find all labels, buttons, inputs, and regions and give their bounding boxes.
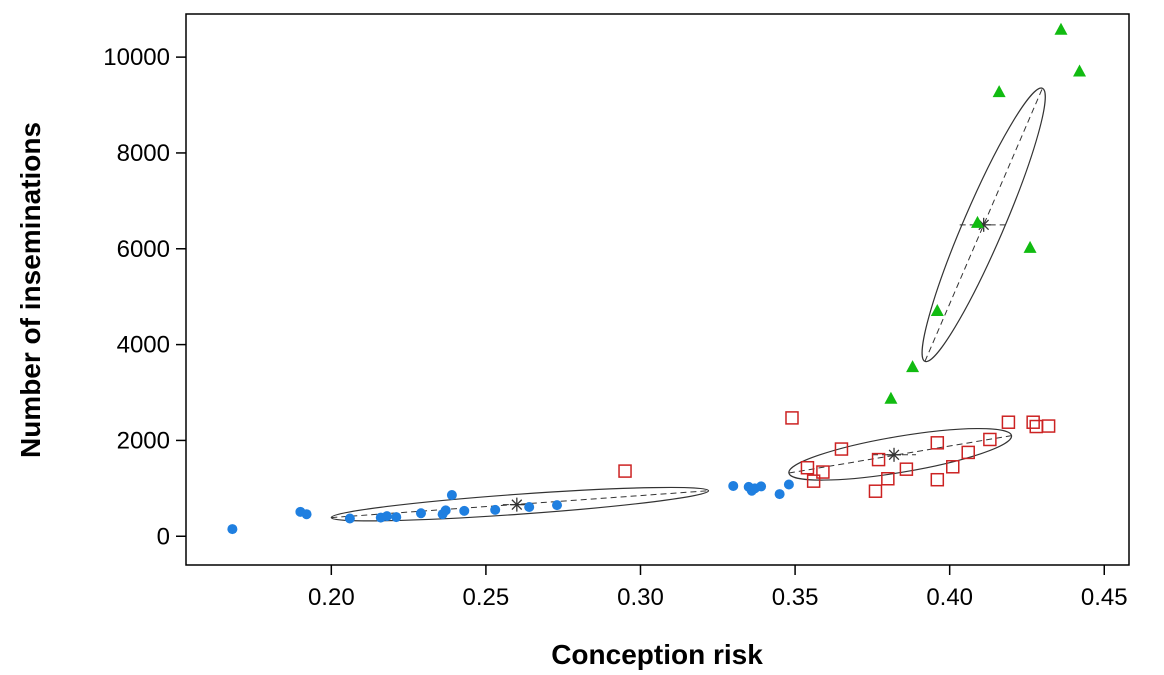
point-square: [806, 474, 821, 488]
point-square: [881, 472, 895, 486]
point-circle: [381, 511, 392, 522]
y-tick-label: 10000: [103, 44, 170, 71]
y-tick-label: 2000: [117, 427, 170, 454]
point-square: [1029, 419, 1043, 434]
x-axis: 0.20 0.25 0.30 0.35 0.40 0.45: [308, 565, 1128, 611]
point-square: [834, 442, 849, 456]
y-tick-label: 8000: [117, 140, 170, 167]
point-circle: [774, 489, 785, 500]
centroid-star: [509, 497, 524, 512]
centroid-star: [887, 447, 902, 462]
y-axis-title: Number of inseminations: [15, 122, 46, 458]
confidence-ellipses: [330, 87, 1046, 522]
point-circle: [446, 490, 457, 501]
y-axis: 0 2000 4000 6000 8000 10000: [103, 44, 186, 550]
point-square: [930, 472, 945, 487]
point-triangle: [906, 360, 920, 373]
point-triangle: [992, 85, 1006, 98]
x-tick-label: 0.25: [463, 584, 510, 611]
point-square: [1041, 419, 1056, 433]
point-square: [899, 462, 914, 476]
point-circle: [459, 505, 470, 516]
y-tick-label: 0: [157, 523, 170, 550]
x-tick-label: 0.45: [1081, 584, 1128, 611]
point-circle: [344, 513, 355, 524]
x-axis-title: Conception risk: [551, 639, 763, 670]
point-square: [930, 436, 945, 450]
centroid-star-stroke: [511, 499, 523, 510]
x-tick-label: 0.30: [617, 584, 664, 611]
x-tick-label: 0.40: [926, 584, 973, 611]
point-circle: [227, 524, 238, 535]
point-circle: [756, 481, 767, 492]
point-square: [946, 460, 960, 474]
point-square: [871, 452, 886, 467]
point-circle: [415, 508, 426, 519]
point-square: [800, 460, 815, 475]
point-square: [1026, 415, 1040, 429]
point-triangle: [971, 215, 985, 228]
point-triangle: [1073, 64, 1087, 77]
point-square: [816, 465, 830, 479]
point-triangle: [930, 304, 944, 317]
point-circle: [490, 504, 501, 515]
point-circle: [783, 479, 794, 490]
confidence-ellipse: [921, 87, 1046, 363]
centroid-star-stroke: [888, 449, 900, 461]
point-circle: [728, 480, 739, 491]
point-circle: [440, 505, 451, 516]
point-circle: [524, 502, 535, 513]
point-square: [868, 484, 883, 498]
y-tick-label: 6000: [117, 236, 170, 263]
point-square: [1001, 415, 1016, 429]
point-circle: [391, 512, 402, 523]
plot-frame: [185, 13, 1130, 566]
point-circle: [552, 500, 563, 511]
point-square: [618, 464, 632, 478]
point-triangle: [1023, 240, 1037, 253]
x-tick-label: 0.20: [308, 584, 355, 611]
y-tick-label: 4000: [117, 332, 170, 359]
x-tick-label: 0.35: [772, 584, 819, 611]
centroid-star-stroke: [978, 219, 990, 231]
point-square: [785, 411, 799, 425]
point-triangle: [1054, 22, 1068, 35]
point-triangle: [884, 391, 898, 404]
point-circle: [301, 509, 312, 520]
data-points: [227, 22, 1087, 535]
confidence-ellipse: [330, 486, 710, 522]
point-square: [983, 432, 997, 447]
point-square: [961, 445, 975, 460]
